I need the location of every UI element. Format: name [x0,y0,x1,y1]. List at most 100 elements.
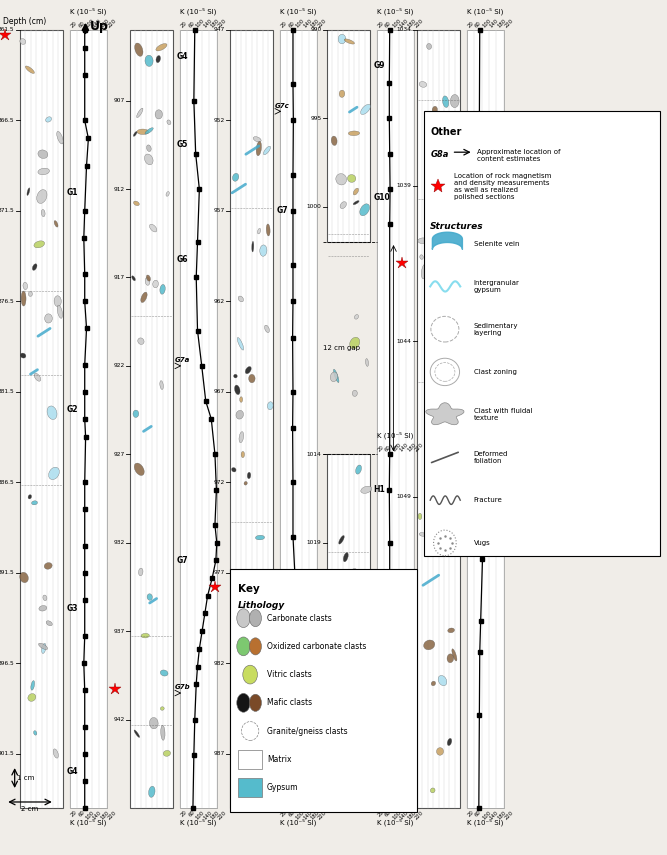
Ellipse shape [137,129,149,134]
Text: 100: 100 [392,810,402,821]
Ellipse shape [249,374,255,383]
Text: K (10⁻⁵ SI): K (10⁻⁵ SI) [467,818,504,826]
Ellipse shape [361,486,372,493]
Text: Structures: Structures [430,222,484,232]
Text: 100: 100 [195,17,205,28]
Ellipse shape [249,610,261,627]
Ellipse shape [348,131,360,136]
Text: 891.5: 891.5 [0,570,15,575]
Ellipse shape [133,201,139,206]
Ellipse shape [418,238,428,244]
Ellipse shape [360,203,370,215]
Ellipse shape [233,374,237,378]
Ellipse shape [244,481,247,485]
Text: 947: 947 [213,27,225,32]
Text: Intergranular
gypsum: Intergranular gypsum [474,280,520,293]
Ellipse shape [452,649,457,661]
Text: 1024: 1024 [307,628,321,634]
Text: 1044: 1044 [397,339,412,344]
Ellipse shape [243,665,257,684]
Text: 20: 20 [70,810,78,818]
Text: 987: 987 [213,752,225,756]
Bar [230,569,417,812]
Text: G10: G10 [374,193,390,203]
Ellipse shape [331,136,337,145]
Text: 100: 100 [295,17,305,28]
Text: 907: 907 [113,98,125,103]
Ellipse shape [54,221,58,227]
Bar [180,30,217,808]
Ellipse shape [251,241,253,252]
Ellipse shape [27,188,30,196]
Text: G7b: G7b [175,685,190,691]
Text: 180: 180 [496,17,507,28]
Text: 982: 982 [213,661,225,666]
Text: 922: 922 [113,363,125,369]
Text: 180: 180 [99,810,110,821]
Ellipse shape [147,593,152,600]
Ellipse shape [348,174,356,182]
Text: 927: 927 [113,451,125,457]
Text: 140: 140 [399,17,410,28]
Ellipse shape [448,628,454,633]
Text: 937: 937 [113,628,125,634]
Text: 220: 220 [414,810,424,821]
Ellipse shape [33,731,37,735]
Ellipse shape [166,192,169,197]
Ellipse shape [20,572,28,582]
Text: K (10⁻⁵ SI): K (10⁻⁵ SI) [377,818,414,826]
Ellipse shape [260,598,265,604]
Ellipse shape [338,34,346,44]
Text: 12 cm gap: 12 cm gap [323,345,360,351]
Ellipse shape [43,595,47,600]
Text: 140: 140 [202,810,213,821]
Ellipse shape [145,127,153,134]
Ellipse shape [422,264,428,279]
Text: 1034: 1034 [307,805,321,811]
Text: 1039: 1039 [397,183,412,188]
Text: K (10⁻⁵ SI): K (10⁻⁵ SI) [377,7,414,15]
Ellipse shape [156,44,167,51]
Text: 140: 140 [302,17,313,28]
Ellipse shape [334,717,338,723]
Ellipse shape [432,106,438,114]
Text: G4: G4 [67,767,78,776]
Ellipse shape [29,292,33,297]
Ellipse shape [246,619,255,628]
Text: 60: 60 [287,810,295,818]
Text: H2: H2 [374,592,386,600]
Text: 100: 100 [295,810,305,821]
Ellipse shape [38,150,48,158]
Text: G2: G2 [67,405,78,415]
Text: 100: 100 [85,810,95,821]
Text: 220: 220 [217,17,227,28]
Ellipse shape [361,104,370,115]
Text: 60: 60 [187,20,195,28]
Text: 932: 932 [113,540,125,545]
Text: 140: 140 [489,810,500,821]
Bar [130,30,173,808]
Ellipse shape [354,315,358,319]
Text: Sedimentary
layering: Sedimentary layering [474,322,518,336]
Text: Oxidized carbonate clasts: Oxidized carbonate clasts [267,642,366,651]
Ellipse shape [141,634,149,638]
Text: K (10⁻⁵ SI): K (10⁻⁵ SI) [280,7,317,15]
Ellipse shape [452,154,459,162]
Text: 20: 20 [377,445,385,452]
Ellipse shape [256,717,263,726]
Text: Carbonate clasts: Carbonate clasts [267,614,331,622]
Ellipse shape [447,654,454,663]
Bar [327,454,370,808]
Ellipse shape [39,605,47,611]
Ellipse shape [430,788,435,793]
Ellipse shape [450,95,459,108]
Text: 180: 180 [309,17,320,28]
Ellipse shape [440,239,446,251]
Ellipse shape [233,174,239,181]
Ellipse shape [135,43,143,56]
Text: G7a: G7a [175,357,190,363]
Text: H3: H3 [374,724,386,733]
Text: 1029: 1029 [307,717,321,722]
Text: 180: 180 [99,17,110,28]
Ellipse shape [253,593,256,597]
